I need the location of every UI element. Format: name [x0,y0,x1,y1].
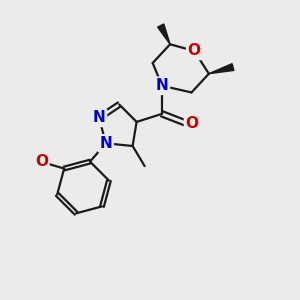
Polygon shape [158,24,170,44]
Polygon shape [209,64,234,74]
Text: N: N [156,78,168,93]
Text: O: O [185,116,199,131]
Text: N: N [93,110,106,125]
Text: O: O [35,154,48,169]
Text: N: N [100,136,112,151]
Text: O: O [188,44,201,59]
